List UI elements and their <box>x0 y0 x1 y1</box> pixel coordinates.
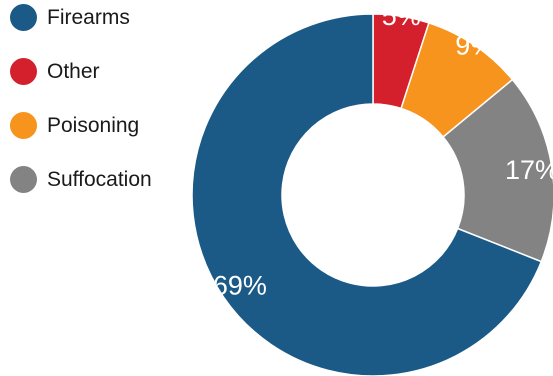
legend-label-other: Other <box>47 59 100 83</box>
legend-label-suffocation: Suffocation <box>47 167 152 191</box>
slice-label-suffocation: 17% <box>505 155 553 185</box>
legend-label-firearms: Firearms <box>47 5 130 29</box>
legend: Firearms Other Poisoning Suffocation <box>10 4 152 220</box>
slice-suffocation <box>442 78 553 263</box>
legend-item-suffocation: Suffocation <box>10 166 152 193</box>
legend-swatch-other <box>10 58 37 85</box>
legend-swatch-poisoning <box>10 112 37 139</box>
legend-item-poisoning: Poisoning <box>10 112 152 139</box>
legend-label-poisoning: Poisoning <box>47 113 140 137</box>
legend-item-other: Other <box>10 58 152 85</box>
legend-swatch-suffocation <box>10 166 37 193</box>
legend-swatch-firearms <box>10 4 37 31</box>
slice-label-firearms: 69% <box>213 270 267 300</box>
slice-label-poisoning: 9% <box>455 30 494 60</box>
legend-item-firearms: Firearms <box>10 4 152 31</box>
slice-label-other: 5% <box>382 1 421 31</box>
